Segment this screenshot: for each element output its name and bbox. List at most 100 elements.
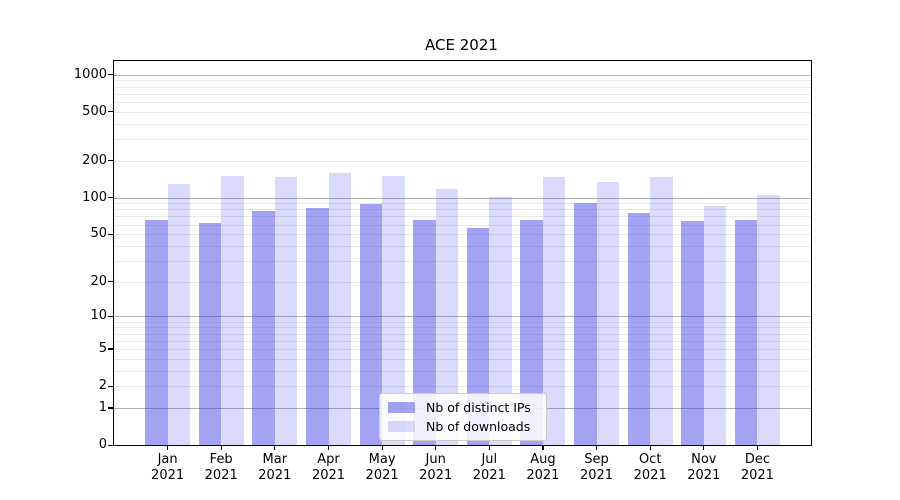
y-tick-label-10: 10 [90, 308, 107, 324]
bar-nb-of-downloads-mar-2021 [274, 177, 298, 445]
x-tick-dec-2021 [756, 445, 759, 450]
y-tick-0 [108, 444, 113, 446]
gridline-minor-800 [114, 86, 811, 88]
x-tick-label-jun-2021: Jun 2021 [419, 452, 453, 483]
legend-entry-distinct-ips: Nb of distinct IPs [388, 400, 538, 415]
y-tick-label-50: 50 [90, 226, 107, 242]
bar-nb-of-distinct-ips-jul-2021 [466, 228, 490, 445]
legend-swatch-distinct-ips [388, 402, 415, 413]
y-tick-200 [108, 160, 113, 162]
x-tick-mar-2021 [274, 445, 276, 450]
bar-nb-of-downloads-apr-2021 [328, 172, 351, 445]
bar-nb-of-downloads-sep-2021 [596, 181, 619, 445]
x-tick-label-jul-2021: Jul 2021 [472, 452, 506, 483]
bar-nb-of-downloads-jan-2021 [167, 184, 191, 445]
x-tick-oct-2021 [649, 445, 651, 450]
x-tick-apr-2021 [327, 445, 330, 450]
legend-swatch-downloads [388, 421, 415, 432]
y-tick-1 [108, 407, 113, 409]
gridline-minor-50 [114, 234, 811, 236]
bar-nb-of-distinct-ips-apr-2021 [306, 208, 329, 445]
plot-area: 0 1 2 5 10 20 50 100 200 500 1000 Jan 2021 Feb 2021 Mar… [74, 60, 812, 483]
x-tick-label-jan-2021: Jan 2021 [151, 452, 185, 483]
x-tick-aug-2021 [542, 445, 544, 450]
bar-nb-of-distinct-ips-dec-2021 [734, 219, 758, 445]
bar-nb-of-downloads-nov-2021 [703, 206, 727, 445]
bar-nb-of-distinct-ips-mar-2021 [252, 210, 275, 445]
x-tick-may-2021 [381, 445, 383, 450]
x-tick-label-sep-2021: Sep 2021 [579, 452, 614, 483]
gridline-minor-20 [114, 281, 811, 283]
bar-nb-of-distinct-ips-oct-2021 [627, 212, 651, 445]
bar-nb-of-distinct-ips-may-2021 [359, 204, 383, 445]
gridline-minor-900 [114, 80, 811, 82]
gridline-minor-700 [114, 93, 811, 95]
y-tick-label-200: 200 [82, 152, 107, 168]
x-tick-label-feb-2021: Feb 2021 [204, 452, 238, 483]
y-tick-label-500: 500 [82, 103, 107, 119]
y-tick-50 [108, 233, 113, 235]
gridline-minor-80 [114, 209, 811, 211]
gridline-minor-6 [114, 340, 811, 342]
gridline-minor-3 [114, 370, 811, 372]
gridline-minor-90 [114, 203, 811, 205]
gridline-major-1000 [114, 74, 811, 76]
gridline-minor-9 [114, 321, 811, 323]
y-tick-1000 [108, 74, 113, 76]
x-tick-label-oct-2021: Oct 2021 [633, 452, 667, 483]
legend-entry-downloads: Nb of downloads [388, 419, 538, 434]
x-tick-sep-2021 [595, 445, 598, 450]
y-tick-500 [108, 111, 113, 113]
x-tick-label-nov-2021: Nov 2021 [687, 452, 721, 483]
y-tick-20 [108, 281, 113, 283]
gridline-major-100 [114, 197, 811, 199]
legend-label-downloads: Nb of downloads [426, 419, 531, 434]
gridline-minor-30 [114, 260, 811, 262]
y-tick-label-100: 100 [82, 189, 107, 205]
bar-nb-of-downloads-dec-2021 [757, 194, 780, 445]
gridline-minor-4 [114, 358, 811, 360]
bar-nb-of-distinct-ips-feb-2021 [198, 222, 222, 445]
y-tick-10 [108, 315, 113, 318]
x-tick-feb-2021 [220, 445, 222, 450]
bar-nb-of-distinct-ips-sep-2021 [574, 203, 597, 445]
gridline-minor-40 [114, 245, 811, 247]
y-tick-100 [108, 197, 113, 199]
bar-nb-of-downloads-feb-2021 [221, 175, 244, 445]
y-tick-5 [108, 348, 113, 350]
x-tick-jun-2021 [435, 445, 437, 450]
x-tick-label-apr-2021: Apr 2021 [311, 452, 346, 483]
gridline-minor-200 [114, 160, 811, 162]
legend: Nb of distinct IPs Nb of downloads [379, 393, 547, 441]
gridline-minor-500 [114, 111, 811, 113]
gridline-major-10 [114, 316, 811, 318]
y-tick-label-5: 5 [98, 340, 107, 356]
gridline-minor-2 [114, 386, 811, 388]
bar-nb-of-downloads-may-2021 [382, 175, 405, 445]
x-tick-label-may-2021: May 2021 [365, 452, 399, 483]
bar-nb-of-distinct-ips-aug-2021 [520, 220, 543, 445]
y-tick-label-2: 2 [98, 378, 107, 394]
bar-nb-of-distinct-ips-jun-2021 [413, 219, 436, 445]
bar-nb-of-distinct-ips-nov-2021 [681, 221, 704, 445]
gridline-minor-7 [114, 333, 811, 335]
x-tick-nov-2021 [703, 445, 705, 450]
bar-nb-of-downloads-oct-2021 [650, 177, 673, 445]
chart-title: ACE 2021 [425, 36, 498, 54]
y-tick-label-20: 20 [90, 273, 107, 289]
bar-nb-of-downloads-jul-2021 [489, 197, 512, 445]
bar-nb-of-downloads-aug-2021 [542, 176, 566, 445]
x-tick-label-mar-2021: Mar 2021 [258, 452, 292, 483]
bar-nb-of-distinct-ips-jan-2021 [145, 219, 168, 445]
gridline-minor-300 [114, 138, 811, 140]
gridline-minor-5 [114, 348, 811, 350]
x-tick-jul-2021 [488, 445, 490, 450]
x-tick-label-dec-2021: Dec 2021 [740, 452, 774, 483]
y-tick-label-1: 1 [98, 399, 107, 415]
y-tick-2 [108, 385, 113, 387]
y-tick-label-0: 0 [98, 437, 107, 452]
legend-label-distinct-ips: Nb of distinct IPs [426, 400, 531, 415]
x-tick-jan-2021 [167, 445, 169, 450]
gridline-minor-400 [114, 123, 811, 125]
bar-nb-of-downloads-jun-2021 [435, 189, 459, 445]
